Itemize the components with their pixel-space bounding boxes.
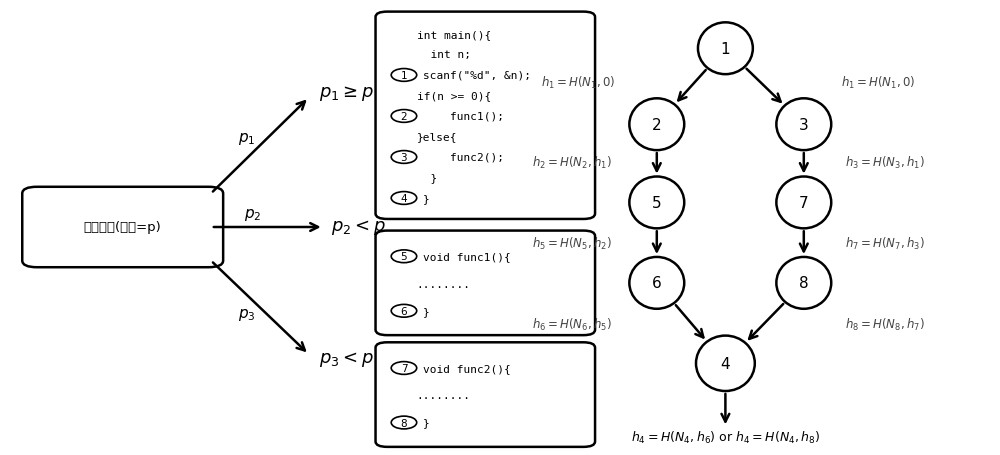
Text: }else{: }else{ (417, 132, 457, 142)
Text: 7: 7 (799, 196, 809, 211)
Text: 1: 1 (401, 71, 407, 81)
Text: 8: 8 (401, 418, 407, 428)
FancyBboxPatch shape (376, 13, 595, 219)
Ellipse shape (391, 192, 417, 205)
Ellipse shape (776, 177, 831, 229)
Ellipse shape (391, 416, 417, 429)
Text: $p_3 < p$: $p_3 < p$ (319, 349, 373, 369)
Text: scanf("%d", &n);: scanf("%d", &n); (423, 71, 531, 81)
Text: 1: 1 (721, 42, 730, 56)
Ellipse shape (629, 177, 684, 229)
Text: 3: 3 (401, 152, 407, 162)
Text: 预测模型(阁値=p): 预测模型(阁値=p) (84, 221, 162, 234)
Text: $p_2 < p$: $p_2 < p$ (331, 218, 386, 237)
Text: ........: ........ (417, 390, 471, 400)
Text: $h_6 = H(N_6, h_5)$: $h_6 = H(N_6, h_5)$ (532, 316, 612, 332)
FancyBboxPatch shape (376, 343, 595, 447)
Text: }: } (423, 193, 429, 203)
Text: ........: ........ (417, 279, 471, 289)
Ellipse shape (391, 362, 417, 374)
Ellipse shape (776, 99, 831, 151)
Ellipse shape (391, 250, 417, 263)
Text: 4: 4 (401, 193, 407, 203)
Ellipse shape (391, 305, 417, 318)
Text: 6: 6 (652, 276, 662, 291)
Text: $h_3 = H(N_3, h_1)$: $h_3 = H(N_3, h_1)$ (845, 155, 925, 171)
Ellipse shape (776, 258, 831, 309)
Text: }: } (417, 173, 437, 183)
Text: func1();: func1(); (423, 112, 504, 121)
Ellipse shape (629, 99, 684, 151)
Text: 7: 7 (401, 363, 407, 373)
Ellipse shape (391, 70, 417, 82)
Text: void func1(){: void func1(){ (423, 252, 510, 262)
FancyBboxPatch shape (376, 231, 595, 335)
Text: }: } (423, 306, 429, 316)
Text: int n;: int n; (417, 51, 471, 61)
Ellipse shape (698, 23, 753, 75)
Ellipse shape (391, 151, 417, 164)
Text: $h_1 = H(N_1, 0)$: $h_1 = H(N_1, 0)$ (841, 75, 915, 91)
Text: func2();: func2(); (423, 152, 504, 162)
Text: $p_1 \geq p$: $p_1 \geq p$ (319, 84, 373, 103)
Text: $h_8 = H(N_8, h_7)$: $h_8 = H(N_8, h_7)$ (845, 316, 925, 332)
Ellipse shape (391, 110, 417, 123)
Text: $h_2 = H(N_2, h_1)$: $h_2 = H(N_2, h_1)$ (532, 155, 612, 171)
Text: }: } (423, 418, 429, 428)
Text: 8: 8 (799, 276, 809, 291)
Text: if(n >= 0){: if(n >= 0){ (417, 91, 491, 101)
Text: $p_2$: $p_2$ (244, 206, 262, 222)
Text: int main(){: int main(){ (417, 30, 491, 40)
Ellipse shape (696, 336, 755, 391)
FancyBboxPatch shape (22, 187, 223, 268)
Text: void func2(){: void func2(){ (423, 363, 510, 373)
Text: 4: 4 (721, 356, 730, 371)
Text: 5: 5 (652, 196, 662, 211)
Text: $h_5 = H(N_5, h_2)$: $h_5 = H(N_5, h_2)$ (532, 235, 612, 251)
Text: $h_7 = H(N_7, h_3)$: $h_7 = H(N_7, h_3)$ (845, 235, 925, 251)
Ellipse shape (629, 258, 684, 309)
Text: $h_1 = H(N_1, 0)$: $h_1 = H(N_1, 0)$ (541, 75, 616, 91)
Text: $h_4 = H(N_4, h_6)$ or $h_4 = H(N_4, h_8)$: $h_4 = H(N_4, h_6)$ or $h_4 = H(N_4, h_8… (631, 429, 820, 445)
Text: 2: 2 (652, 117, 662, 132)
Text: 2: 2 (401, 112, 407, 121)
Text: 6: 6 (401, 306, 407, 316)
Text: $p_3$: $p_3$ (238, 307, 256, 323)
Text: 5: 5 (401, 252, 407, 262)
Text: $p_1$: $p_1$ (238, 130, 256, 147)
Text: 3: 3 (799, 117, 809, 132)
